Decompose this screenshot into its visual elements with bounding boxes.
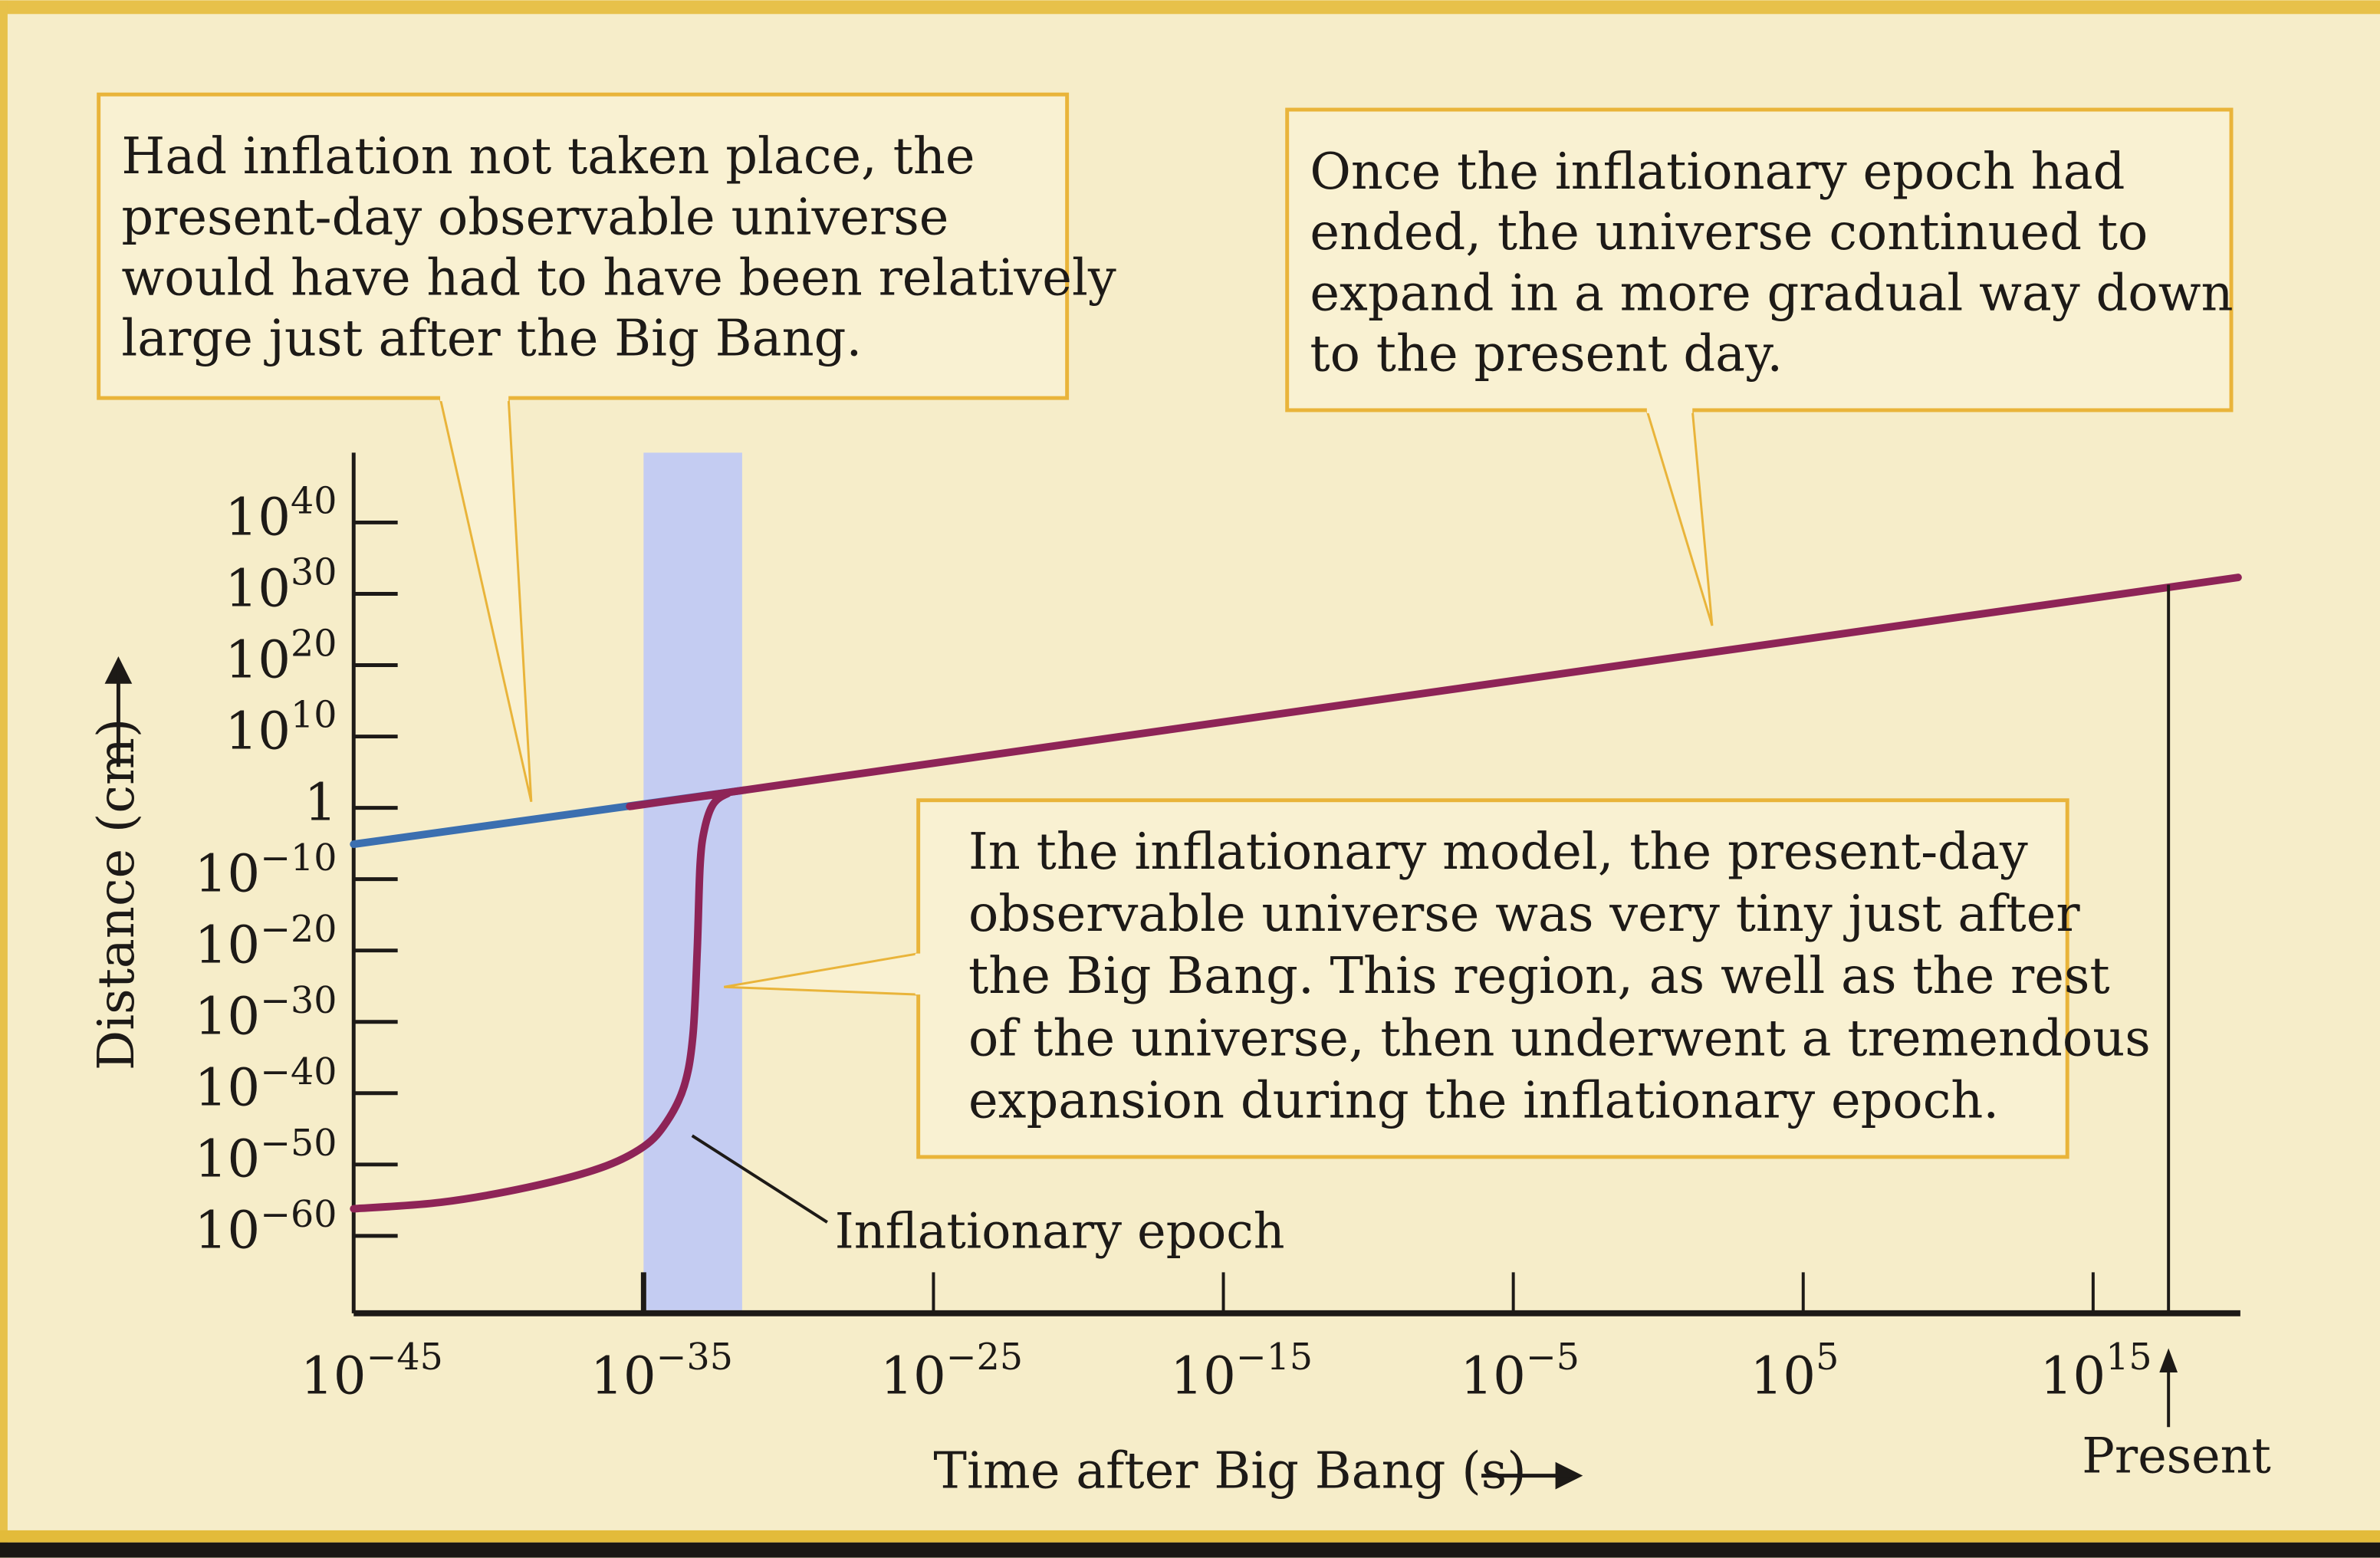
y-tick-label: 1030 xyxy=(225,552,337,619)
y-tick-exponent: −40 xyxy=(260,1051,337,1093)
y-tick-exponent: −60 xyxy=(260,1194,337,1236)
y-tick-label: 1020 xyxy=(225,623,337,690)
y-tick-exponent: 10 xyxy=(291,695,337,737)
y-tick-base: 10 xyxy=(225,487,291,547)
x-tick-label: 10−5 xyxy=(1460,1336,1580,1406)
callout-text-line: Once the inflationary epoch had xyxy=(1310,143,2125,201)
x-tick-label: 10−45 xyxy=(301,1336,443,1406)
bottom-border xyxy=(0,1530,2380,1543)
callout-pointer xyxy=(724,952,919,996)
callout-box xyxy=(1285,107,2234,413)
y-tick-base: 10 xyxy=(225,629,291,689)
callout-text-line: Had inflation not taken place, the xyxy=(121,127,975,186)
y-tick-label: 10−30 xyxy=(195,980,337,1047)
bottom-edge xyxy=(0,1542,2380,1558)
callout-text-line: large just after the Big Bang. xyxy=(121,310,862,368)
y-tick-label: 10−10 xyxy=(195,837,337,904)
callout-box xyxy=(916,798,2069,1159)
x-tick-exponent: 5 xyxy=(1816,1336,1839,1379)
epoch-leader-line xyxy=(691,1134,828,1224)
y-tick-label: 1040 xyxy=(225,481,337,547)
y-tick-exponent: −20 xyxy=(260,909,337,951)
epoch-label: Inflationary epoch xyxy=(835,1203,1285,1260)
y-tick-exponent: 20 xyxy=(291,623,337,666)
x-tick-exponent: −5 xyxy=(1526,1336,1580,1379)
y-tick-exponent: −50 xyxy=(260,1122,337,1165)
x-tick-base: 10 xyxy=(880,1346,946,1406)
x-tick-base: 10 xyxy=(590,1346,656,1406)
present-arrowhead-icon xyxy=(2159,1348,2178,1373)
y-tick-label: 10−60 xyxy=(195,1194,337,1261)
x-tick-label: 10−35 xyxy=(590,1336,733,1406)
x-tick-label: 1015 xyxy=(2040,1336,2152,1406)
x-tick-label: 10−25 xyxy=(880,1336,1023,1406)
callout-text-line: observable universe was very tiny just a… xyxy=(968,885,2080,943)
callout-text-line: present-day observable universe xyxy=(121,188,948,246)
callout-text-line: to the present day. xyxy=(1310,324,1783,383)
x-tick-exponent: −45 xyxy=(367,1336,443,1379)
x-tick-exponent: −15 xyxy=(1236,1336,1313,1379)
y-tick-exponent: 40 xyxy=(291,481,337,523)
callout-text-line: In the inflationary model, the present-d… xyxy=(968,823,2028,881)
y-tick-label: 1 xyxy=(304,772,337,832)
y-tick-base: 10 xyxy=(195,1201,261,1261)
inflationary-epoch-band xyxy=(643,452,742,1310)
callout-text-line: expansion during the inflationary epoch. xyxy=(968,1071,1999,1129)
x-axis-label: Time after Big Bang (s) xyxy=(933,1441,1526,1500)
y-tick-base: 10 xyxy=(195,987,261,1047)
x-tick-exponent: 15 xyxy=(2106,1336,2152,1379)
top-border xyxy=(0,0,2380,15)
callout-text-line: would have had to have been relatively xyxy=(121,249,1116,307)
series-line-inflationary xyxy=(350,574,2242,1213)
y-tick-base: 10 xyxy=(195,1129,261,1189)
left-border xyxy=(0,0,8,1558)
y-tick-exponent: −30 xyxy=(260,980,337,1022)
x-tick-base: 10 xyxy=(1460,1346,1526,1406)
x-tick-base: 10 xyxy=(301,1346,367,1406)
callout-text-line: expand in a more gradual way down xyxy=(1310,264,2233,322)
x-tick-exponent: −25 xyxy=(946,1336,1023,1379)
callout-inflation-model: In the inflationary model, the present-d… xyxy=(724,798,2151,1159)
x-tick-label: 10−15 xyxy=(1170,1336,1313,1406)
y-tick-label: 10−40 xyxy=(195,1051,337,1118)
y-tick-label: 1010 xyxy=(225,695,337,761)
callout-box xyxy=(97,92,1070,400)
y-axis-arrow-icon xyxy=(104,656,133,767)
y-tick-exponent: −10 xyxy=(260,837,337,879)
y-tick-label: 10−50 xyxy=(195,1122,337,1189)
y-tick-label: 10−20 xyxy=(195,909,337,975)
y-tick-base: 1 xyxy=(304,772,337,832)
y-tick-base: 10 xyxy=(225,558,291,618)
callout-no-inflation: Had inflation not taken place, thepresen… xyxy=(97,92,1116,803)
y-tick-base: 10 xyxy=(195,843,261,903)
callout-text-line: of the universe, then underwent a tremen… xyxy=(968,1009,2151,1067)
x-tick-base: 10 xyxy=(2040,1346,2106,1406)
x-tick-base: 10 xyxy=(1750,1346,1816,1406)
y-tick-base: 10 xyxy=(195,915,261,975)
callout-pointer xyxy=(439,397,533,803)
callout-text-line: the Big Bang. This region, as well as th… xyxy=(968,947,2110,1005)
x-axis-arrow-icon xyxy=(1481,1461,1583,1490)
y-tick-exponent: 30 xyxy=(291,552,337,594)
x-tick-label: 105 xyxy=(1750,1336,1839,1406)
y-tick-base: 10 xyxy=(225,701,291,761)
callout-text-line: ended, the universe continued to xyxy=(1310,203,2148,261)
x-tick-base: 10 xyxy=(1170,1346,1236,1406)
callout-pointer xyxy=(1645,409,1714,626)
present-label: Present xyxy=(2082,1428,2271,1484)
y-tick-base: 10 xyxy=(195,1058,261,1118)
x-tick-exponent: −35 xyxy=(656,1336,733,1379)
y-axis-label: Distance (cm) xyxy=(87,718,146,1070)
